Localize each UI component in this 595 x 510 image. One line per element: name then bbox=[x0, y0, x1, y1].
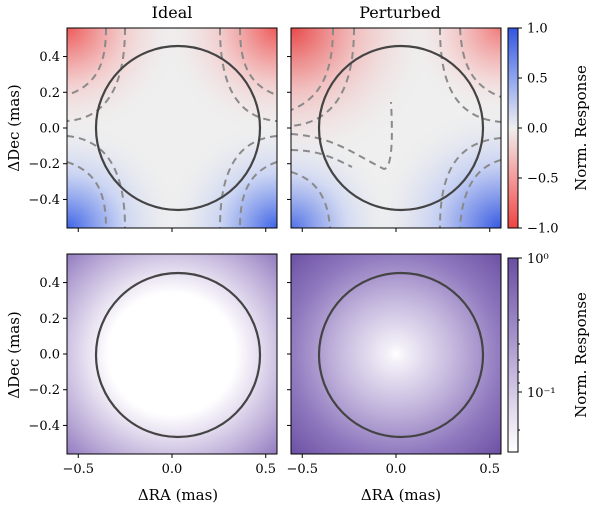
colorbar-tick-label: −1.0 bbox=[527, 222, 559, 237]
x-tick-label: −0.5 bbox=[286, 462, 318, 477]
x-tick-label: 0.0 bbox=[162, 462, 183, 477]
panel-perturbed-bottom bbox=[290, 253, 502, 455]
panel-title: Ideal bbox=[152, 3, 193, 22]
colorbar-tick-label: −0.5 bbox=[527, 172, 559, 187]
colorbar-tick-label: 0.5 bbox=[527, 72, 548, 87]
aperture-circle bbox=[317, 271, 485, 439]
tick-labels: 0.4 0.2 0.0 −0.2 −0.4 −0.5 0.0 0.5 0.4 0.2 0.0 −0.2… bbox=[28, 50, 500, 477]
colorbar-top: 1.0 0.5 0.0 −0.5 −1.0 Norm. Response bbox=[507, 22, 590, 237]
y-tick-label: 0.0 bbox=[39, 348, 60, 363]
y-tick-label: 0.2 bbox=[39, 86, 60, 101]
aperture-circle bbox=[94, 44, 262, 212]
contour-lines bbox=[291, 28, 501, 228]
x-axis-label: ΔRA (mas) bbox=[361, 486, 441, 504]
colorbar-gradient bbox=[507, 257, 519, 453]
panel-ideal-bottom bbox=[66, 253, 278, 455]
x-axis-label: ΔRA (mas) bbox=[138, 486, 218, 504]
heatmap-purple bbox=[67, 254, 277, 454]
y-tick-label: 0.0 bbox=[39, 122, 60, 137]
heatmap-blue-lobe bbox=[67, 28, 277, 228]
x-tick-label: 0.5 bbox=[479, 462, 500, 477]
x-tick-label: −0.5 bbox=[62, 462, 94, 477]
panel-perturbed-top: Perturbed bbox=[290, 3, 502, 229]
colorbar-label: Norm. Response bbox=[572, 65, 590, 191]
tick-marks bbox=[63, 56, 491, 458]
colorbar-bottom: 10⁰ 10⁻¹ Norm. Response bbox=[507, 252, 590, 453]
colorbar-tick-label: 10⁻¹ bbox=[527, 386, 556, 401]
y-tick-label: 0.4 bbox=[39, 276, 60, 291]
panel-title: Perturbed bbox=[359, 3, 441, 22]
y-tick-label: −0.2 bbox=[28, 157, 60, 172]
contour-lines bbox=[67, 28, 277, 228]
y-tick-label: −0.4 bbox=[28, 419, 60, 434]
heatmap-purple bbox=[291, 254, 501, 454]
colorbar-tick-label: 10⁰ bbox=[527, 252, 549, 267]
y-tick-label: 0.4 bbox=[39, 50, 60, 65]
y-tick-label: 0.2 bbox=[39, 312, 60, 327]
y-tick-label: −0.2 bbox=[28, 383, 60, 398]
panel-ideal-top: Ideal bbox=[66, 3, 278, 229]
colorbar-label: Norm. Response bbox=[572, 292, 590, 418]
x-tick-label: 0.0 bbox=[386, 462, 407, 477]
y-tick-label: −0.4 bbox=[28, 193, 60, 208]
x-tick-label: 0.5 bbox=[255, 462, 276, 477]
aperture-circle bbox=[94, 271, 262, 439]
colorbar-tick-label: 1.0 bbox=[527, 22, 548, 37]
colorbar-gradient bbox=[507, 27, 519, 229]
colorbar-tick-label: 0.0 bbox=[527, 122, 548, 137]
aperture-circle bbox=[317, 44, 485, 212]
y-axis-label: ΔDec (mas) bbox=[5, 84, 23, 171]
y-axis-label: ΔDec (mas) bbox=[5, 311, 23, 398]
colorbar-ticks: 1.0 0.5 0.0 −0.5 −1.0 bbox=[518, 22, 559, 237]
